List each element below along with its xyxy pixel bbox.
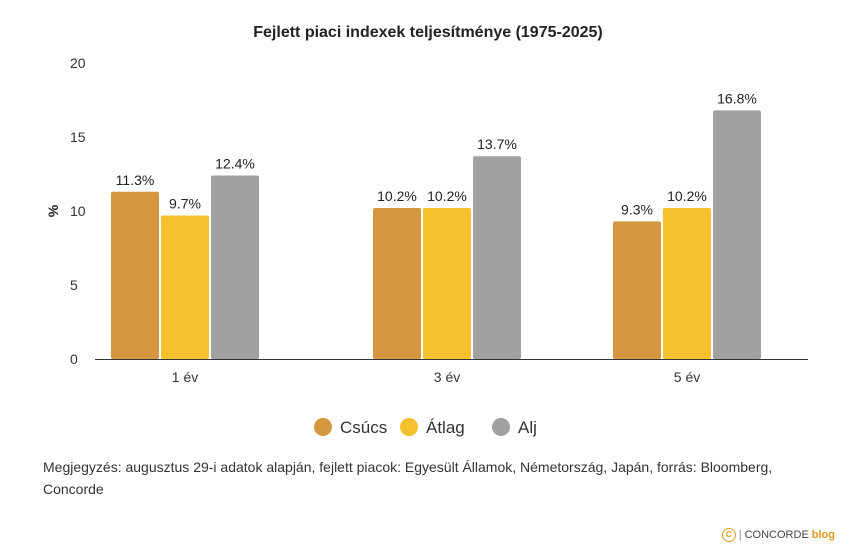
brand-logo: C | CONCORDE blog bbox=[721, 528, 835, 542]
x-axis-ticks: 1 év 3 év 5 év bbox=[172, 369, 700, 385]
legend-swatch bbox=[400, 418, 418, 436]
bar-alj-2 bbox=[473, 156, 521, 359]
data-label: 10.2% bbox=[427, 188, 467, 204]
bar-átlag-2 bbox=[423, 208, 471, 359]
bar-csúcs-1 bbox=[111, 191, 159, 359]
y-tick-label: 15 bbox=[70, 129, 86, 145]
bar-átlag-1 bbox=[161, 215, 209, 359]
footnote: Megjegyzés: augusztus 29-i adatok alapjá… bbox=[43, 459, 773, 497]
legend: Csúcs Átlag Alj bbox=[314, 418, 537, 437]
y-tick-label: 5 bbox=[70, 277, 78, 293]
data-label: 9.7% bbox=[169, 195, 201, 211]
data-label: 10.2% bbox=[377, 188, 417, 204]
bar-átlag-3 bbox=[663, 208, 711, 359]
brand-name: CONCORDE bbox=[744, 529, 809, 541]
legend-label: Alj bbox=[518, 418, 537, 437]
brand-suffix: blog bbox=[811, 529, 835, 541]
y-axis-label: % bbox=[45, 204, 61, 217]
y-tick-label: 20 bbox=[70, 55, 86, 71]
y-axis-ticks: 0 5 10 15 20 bbox=[70, 55, 86, 367]
data-label: 9.3% bbox=[621, 201, 653, 217]
x-tick-label: 3 év bbox=[434, 369, 460, 385]
legend-label: Átlag bbox=[426, 418, 465, 437]
bar-alj-3 bbox=[713, 110, 761, 359]
y-tick-label: 10 bbox=[70, 203, 86, 219]
y-tick-label: 0 bbox=[70, 351, 78, 367]
data-label: 13.7% bbox=[477, 136, 517, 152]
chart-title: Fejlett piaci indexek teljesítménye (197… bbox=[253, 24, 603, 41]
brand-separator: | bbox=[738, 529, 742, 541]
copyright-c-icon: C bbox=[721, 528, 736, 542]
bar-csúcs-2 bbox=[373, 208, 421, 359]
x-tick-label: 5 év bbox=[674, 369, 700, 385]
bar-alj-1 bbox=[211, 175, 259, 359]
legend-swatch bbox=[314, 418, 332, 436]
data-label: 12.4% bbox=[215, 155, 255, 171]
legend-swatch bbox=[492, 418, 510, 436]
x-tick-label: 1 év bbox=[172, 369, 198, 385]
data-label: 10.2% bbox=[667, 188, 707, 204]
legend-label: Csúcs bbox=[340, 418, 387, 437]
bar-csúcs-3 bbox=[613, 221, 661, 359]
data-label: 16.8% bbox=[717, 90, 757, 106]
data-labels: 11.3% 9.7% 12.4% 10.2% 10.2% 13.7% 9.3% 10.2% 16… bbox=[116, 90, 757, 217]
bar-series bbox=[111, 110, 761, 359]
data-label: 11.3% bbox=[116, 172, 155, 188]
